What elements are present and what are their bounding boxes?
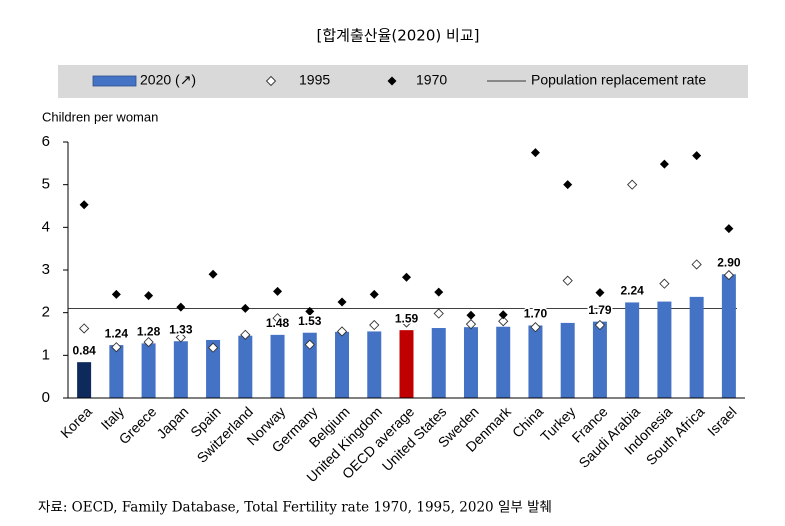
marker-1970 (466, 310, 476, 320)
legend-box (58, 65, 748, 98)
marker-1995 (143, 336, 154, 348)
value-label: 1.48 (266, 316, 290, 330)
marker-1970 (563, 180, 573, 190)
y-tick-label: 5 (42, 176, 50, 193)
marker-1970 (659, 159, 669, 169)
bar (721, 274, 736, 398)
value-label: 1.33 (169, 322, 193, 336)
marker-1995 (594, 319, 606, 331)
marker-1970 (402, 272, 411, 282)
marker-1970 (79, 200, 89, 210)
marker-1970 (530, 148, 540, 158)
chart-title: [합계출산율(2020) 비교] (317, 27, 480, 45)
bar (431, 328, 446, 398)
marker-1970 (240, 303, 250, 313)
y-tick-label: 4 (42, 218, 50, 235)
x-tick-label: Korea (57, 403, 95, 441)
marker-1970 (111, 289, 121, 299)
marker-1995 (336, 326, 348, 337)
marker-1970 (498, 310, 508, 320)
marker-1970 (305, 306, 315, 316)
bar (302, 332, 317, 398)
value-label: 1.79 (588, 303, 612, 317)
bar (528, 325, 543, 398)
y-tick-label: 1 (42, 346, 50, 363)
bar (206, 339, 221, 398)
marker-1970 (273, 286, 283, 296)
bar (109, 345, 124, 398)
legend-swatch (92, 75, 137, 87)
marker-1995 (304, 339, 315, 350)
legend-label: 1995 (299, 72, 330, 88)
marker-1995 (207, 342, 219, 353)
marker-1995 (691, 259, 702, 270)
marker-1970 (208, 269, 218, 279)
marker-1995 (433, 308, 444, 319)
bar (238, 335, 253, 398)
marker-1995 (369, 319, 380, 331)
marker-1970 (369, 289, 379, 299)
marker-1995 (401, 317, 412, 328)
marker-1970 (692, 151, 702, 161)
bar (592, 321, 607, 398)
bar (560, 322, 575, 398)
marker-1995 (498, 316, 509, 327)
value-label: 2.90 (717, 255, 741, 269)
value-label: 0.84 (72, 343, 96, 357)
marker-1995 (562, 275, 573, 286)
legend-label: Population replacement rate (531, 72, 706, 88)
bar (463, 327, 478, 398)
value-label: 1.53 (298, 314, 322, 328)
marker-1995 (78, 323, 90, 334)
x-tick-label: Israel (704, 403, 740, 439)
marker-1995 (659, 278, 670, 289)
marker-1970 (176, 302, 186, 312)
value-label: 2.24 (620, 284, 644, 298)
value-label: 1.59 (395, 311, 419, 325)
legend-label: 1970 (416, 72, 447, 88)
bar (270, 334, 285, 398)
legend-marker (387, 76, 397, 86)
bar (689, 296, 704, 398)
bar (173, 341, 188, 398)
marker-1970 (595, 288, 605, 298)
y-tick-label: 2 (42, 304, 50, 321)
y-axis-label: Children per woman (42, 109, 158, 124)
legend-marker (265, 75, 277, 87)
marker-1995 (272, 313, 283, 324)
y-tick-label: 0 (42, 389, 50, 406)
bar (657, 301, 672, 398)
bar (399, 330, 414, 398)
bar (367, 331, 382, 398)
value-label: 1.24 (105, 326, 129, 340)
marker-1995 (723, 269, 735, 281)
source: 자료: OECD, Family Database, Total Fertili… (38, 500, 552, 516)
marker-1995 (240, 329, 251, 340)
y-tick-label: 3 (42, 261, 50, 278)
marker-1995 (627, 179, 638, 190)
marker-1970 (434, 287, 444, 297)
y-tick-label: 6 (42, 133, 50, 150)
marker-1995 (465, 319, 477, 330)
marker-1970 (337, 297, 347, 307)
bar (141, 343, 156, 398)
x-tick-label: Japan (153, 403, 191, 441)
marker-1995 (530, 322, 541, 333)
marker-1970 (724, 224, 734, 234)
marker-1970 (144, 291, 154, 301)
value-label: 1.70 (524, 307, 548, 321)
bar (496, 326, 511, 398)
legend-label: 2020 (↗) (140, 72, 196, 88)
value-label: 1.28 (137, 325, 161, 339)
bar (77, 362, 92, 398)
bar (335, 331, 350, 398)
marker-1995 (175, 332, 186, 343)
marker-1995 (111, 342, 122, 353)
bar (625, 302, 640, 398)
